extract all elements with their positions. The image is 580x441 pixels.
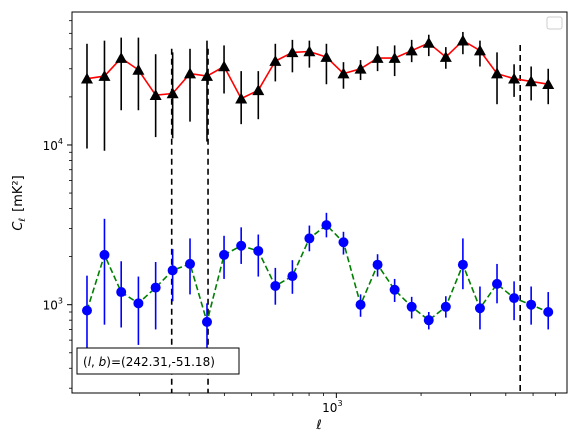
y-tick-label: 103 [43, 297, 63, 313]
data-point [491, 67, 504, 79]
data-point [355, 299, 366, 310]
data-point [388, 52, 401, 63]
data-point [236, 240, 247, 251]
data-point [337, 67, 350, 79]
series-line [86, 224, 549, 325]
data-point [303, 45, 316, 57]
data-point [406, 301, 417, 312]
data-point [269, 55, 282, 66]
vertical-lines [170, 45, 521, 393]
data-point [149, 89, 162, 100]
data-point [422, 36, 435, 48]
annotation: (l, b)=(242.31,-51.18) [76, 347, 240, 375]
data-point [201, 316, 212, 327]
data-point [166, 87, 179, 99]
data-point [81, 305, 92, 316]
data-point [543, 307, 554, 318]
annotation-box [76, 347, 240, 375]
data-point [508, 72, 521, 84]
data-point [115, 52, 128, 63]
data-point [526, 299, 537, 310]
data-point [133, 298, 144, 309]
data-point [116, 287, 127, 298]
legend-box [546, 16, 563, 30]
plot-area [72, 12, 567, 393]
data-point [439, 51, 452, 62]
data-point [405, 44, 418, 56]
data-point [286, 46, 299, 58]
data-point [320, 51, 333, 62]
data-point [371, 52, 384, 63]
x-axis-label: ℓ [315, 418, 321, 433]
y-tick-label: 104 [43, 137, 63, 153]
data-point [457, 259, 468, 270]
data-point [167, 265, 178, 276]
series-line [86, 39, 549, 100]
series-0 [80, 31, 555, 151]
data-point [525, 75, 538, 87]
y-axis-label: Cℓ[mK²] [11, 175, 28, 230]
data-point [200, 70, 213, 81]
data-point [474, 303, 485, 314]
data-point [99, 249, 110, 260]
data-point [235, 92, 248, 104]
data-point [218, 60, 231, 72]
data-point [338, 237, 349, 248]
data-point [80, 72, 93, 84]
data-point [473, 44, 486, 56]
data-point [219, 249, 230, 260]
data-point [304, 233, 315, 244]
data-point [253, 245, 264, 256]
x-tick-label: 103 [322, 399, 342, 415]
data-point [423, 315, 434, 326]
data-point [132, 63, 145, 75]
data-point [456, 34, 469, 46]
data-point [98, 70, 111, 81]
series-layer [80, 31, 555, 351]
plot-frame [71, 11, 568, 394]
data-point [542, 78, 555, 90]
data-point [287, 271, 298, 282]
data-point [440, 301, 451, 312]
axis-ticks: 103 103 104 [43, 20, 556, 415]
data-point [509, 293, 520, 304]
data-point [185, 258, 196, 269]
data-point [354, 62, 367, 74]
data-point [150, 282, 161, 293]
data-point [252, 84, 265, 96]
series-1 [81, 212, 554, 351]
data-point [372, 259, 383, 270]
data-point [389, 284, 400, 295]
data-point [492, 278, 503, 289]
data-point [184, 67, 197, 79]
annotation-text: (l, b)=(242.31,-51.18) [83, 355, 215, 369]
data-point [321, 220, 332, 231]
data-point [270, 280, 281, 291]
